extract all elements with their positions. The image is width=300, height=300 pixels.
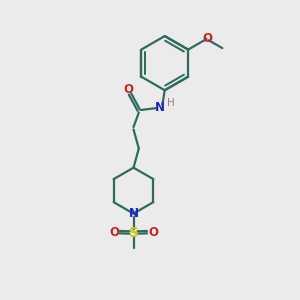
Text: N: N — [154, 101, 164, 114]
Text: O: O — [148, 226, 158, 239]
Text: O: O — [123, 83, 133, 96]
Text: O: O — [202, 32, 212, 45]
Text: H: H — [167, 98, 175, 108]
Text: N: N — [128, 207, 139, 220]
Text: O: O — [109, 226, 119, 239]
Text: S: S — [128, 226, 139, 240]
